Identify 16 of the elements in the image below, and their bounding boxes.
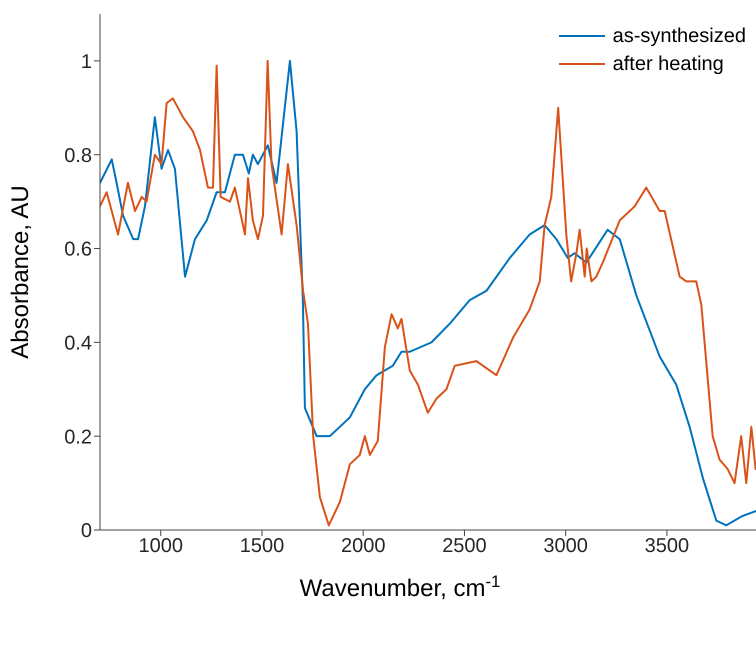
- x-tick-label: 2500: [442, 535, 487, 558]
- x-tick-label: 1500: [240, 535, 284, 558]
- x-tick-label: 3000: [543, 535, 588, 558]
- y-axis-title: Absorbance, AU: [7, 185, 34, 359]
- y-tick-label: 0.8: [64, 144, 92, 167]
- y-tick-label: 1: [80, 51, 92, 74]
- y-tick-label: 0.4: [64, 332, 92, 354]
- y-tick-label: 0.6: [64, 238, 92, 261]
- y-tick-label: 0.2: [64, 426, 92, 448]
- x-tick-label: 1000: [138, 535, 183, 558]
- legend-label: as-synthesized: [612, 24, 746, 48]
- x-tick-label: 3500: [644, 535, 690, 558]
- x-tick-label: 2000: [340, 535, 386, 558]
- x-axis-title: Wavenumber, cm$^{-1}$: [300, 572, 500, 602]
- legend-label: after heating: [612, 52, 724, 76]
- y-tick-label: 0: [80, 520, 92, 542]
